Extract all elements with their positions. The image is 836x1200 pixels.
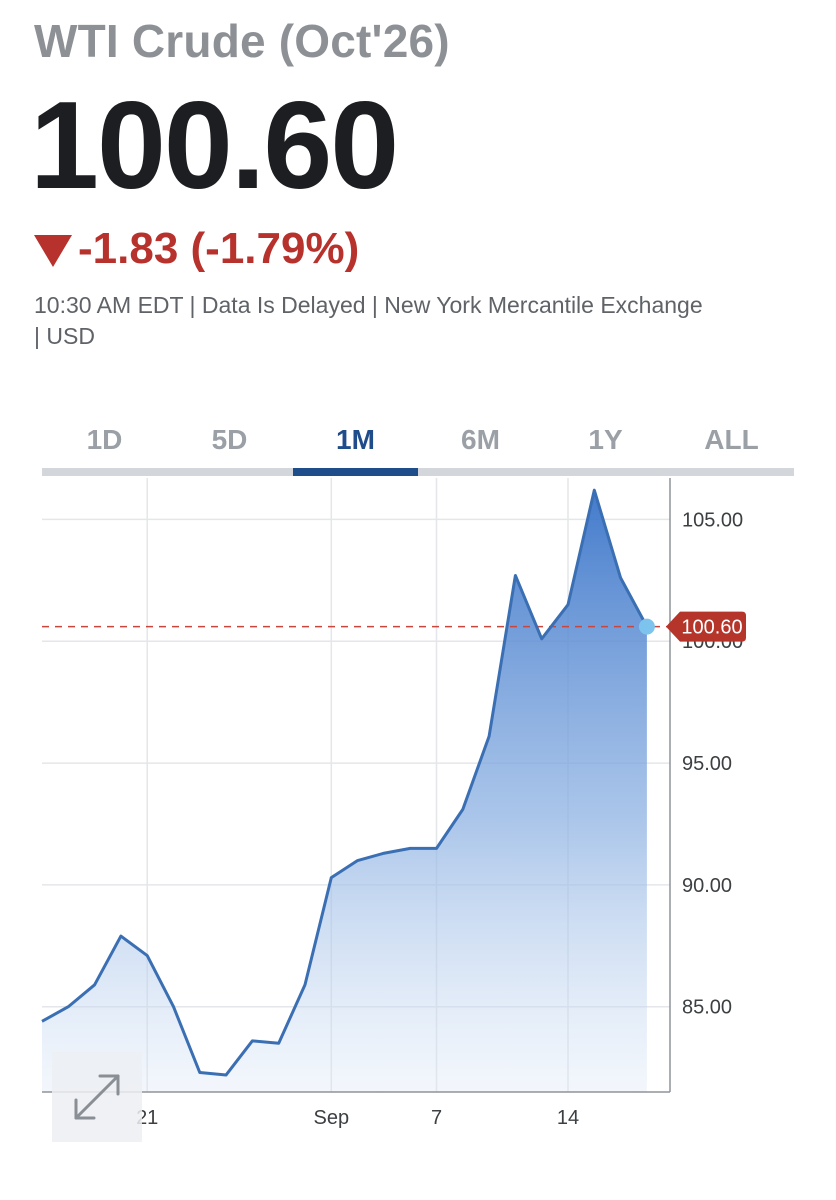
last-price-marker	[638, 618, 655, 635]
last-price-tag-label: 100.60	[681, 617, 742, 639]
last-price: 100.60	[30, 77, 399, 215]
price-point	[251, 1040, 253, 1042]
expand-chart-button[interactable]	[52, 1052, 142, 1142]
price-point	[278, 1042, 280, 1044]
price-point	[225, 1074, 227, 1076]
price-point	[41, 1020, 43, 1022]
price-point	[330, 876, 332, 878]
x-tick-label: 14	[557, 1107, 579, 1129]
price-point	[435, 847, 437, 849]
price-line	[41, 488, 649, 1077]
tab-track	[42, 468, 794, 476]
x-tick-label: Sep	[314, 1107, 350, 1129]
quote-meta-line1: 10:30 AM EDT | Data Is Delayed | New Yor…	[34, 292, 703, 318]
expand-arrows-icon	[74, 1074, 120, 1120]
quote-meta-line2: | USD	[34, 323, 95, 349]
tab-all[interactable]: ALL	[704, 424, 759, 455]
price-point	[120, 935, 122, 937]
last-price-tag	[666, 611, 746, 642]
tab-1y[interactable]: 1Y	[588, 424, 623, 455]
y-tick-label: 85.00	[682, 997, 732, 1019]
active-tab-indicator	[293, 468, 418, 476]
price-point	[514, 574, 516, 576]
y-tick-label: 90.00	[682, 875, 732, 897]
price-point	[199, 1071, 201, 1073]
tab-6m[interactable]: 6M	[461, 424, 500, 455]
price-area	[42, 490, 647, 1093]
tab-1m[interactable]: 1M	[336, 424, 375, 455]
price-point	[383, 852, 385, 854]
price-point	[541, 638, 543, 640]
tab-1d[interactable]: 1D	[86, 424, 123, 455]
quote-meta: 10:30 AM EDT | Data Is Delayed | New Yor…	[34, 290, 794, 352]
y-tick-label: 95.00	[682, 753, 732, 775]
triangle-down-icon	[34, 235, 72, 267]
price-point	[356, 859, 358, 861]
instrument-title: WTI Crude (Oct'26)	[34, 15, 450, 67]
price-point	[619, 577, 621, 579]
price-point	[567, 603, 569, 605]
price-change-value: -1.83 (-1.79%)	[78, 224, 360, 273]
tab-5d[interactable]: 5D	[211, 424, 248, 455]
price-point	[304, 984, 306, 986]
price-point	[67, 1006, 69, 1008]
price-point	[146, 954, 148, 956]
price-point	[93, 984, 95, 986]
price-point	[488, 735, 490, 737]
price-point	[462, 808, 464, 810]
time-range-tabs: 1D 5D 1M 6M 1Y ALL	[42, 418, 794, 478]
price-point	[593, 489, 595, 491]
price-point	[409, 847, 411, 849]
price-point	[172, 1006, 174, 1008]
price-change: -1.83 (-1.79%)	[34, 224, 359, 274]
x-tick-label: 7	[431, 1107, 442, 1129]
y-tick-label: 105.00	[682, 509, 743, 531]
